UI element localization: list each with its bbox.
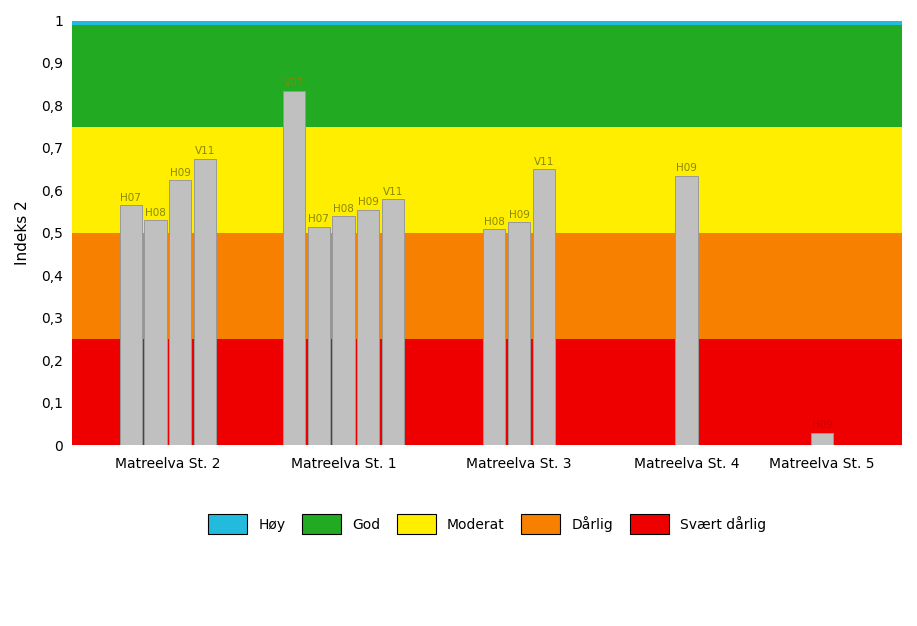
Bar — [357, 210, 380, 445]
Text: V11: V11 — [534, 157, 554, 167]
Bar — [72, 233, 902, 339]
Bar — [72, 126, 902, 233]
Bar — [144, 220, 167, 445]
Text: H08: H08 — [145, 208, 166, 218]
Text: V07: V07 — [284, 78, 304, 88]
Text: H07: H07 — [120, 193, 141, 203]
Bar — [381, 199, 404, 445]
Bar — [483, 228, 505, 445]
Text: H09: H09 — [812, 421, 833, 431]
Bar — [282, 91, 305, 445]
Text: H08: H08 — [333, 203, 354, 213]
Text: H09: H09 — [358, 197, 379, 207]
Text: V11: V11 — [382, 187, 403, 197]
Text: H09: H09 — [509, 210, 529, 220]
Bar — [811, 433, 834, 445]
Text: H08: H08 — [484, 217, 504, 227]
Bar — [307, 227, 330, 445]
Bar — [676, 175, 698, 445]
Bar — [332, 216, 355, 445]
Legend: Høy, God, Moderat, Dårlig, Svært dårlig: Høy, God, Moderat, Dårlig, Svært dårlig — [202, 508, 773, 541]
Text: H07: H07 — [308, 214, 329, 224]
Bar — [72, 21, 902, 25]
Text: V11: V11 — [194, 146, 215, 156]
Bar — [119, 205, 142, 445]
Text: H09: H09 — [170, 168, 191, 178]
Bar — [72, 339, 902, 445]
Bar — [169, 180, 192, 445]
Y-axis label: Indeks 2: Indeks 2 — [15, 200, 30, 265]
Bar — [193, 158, 216, 445]
Bar — [508, 222, 530, 445]
Text: H09: H09 — [676, 163, 697, 173]
Bar — [72, 25, 902, 126]
Bar — [533, 169, 555, 445]
